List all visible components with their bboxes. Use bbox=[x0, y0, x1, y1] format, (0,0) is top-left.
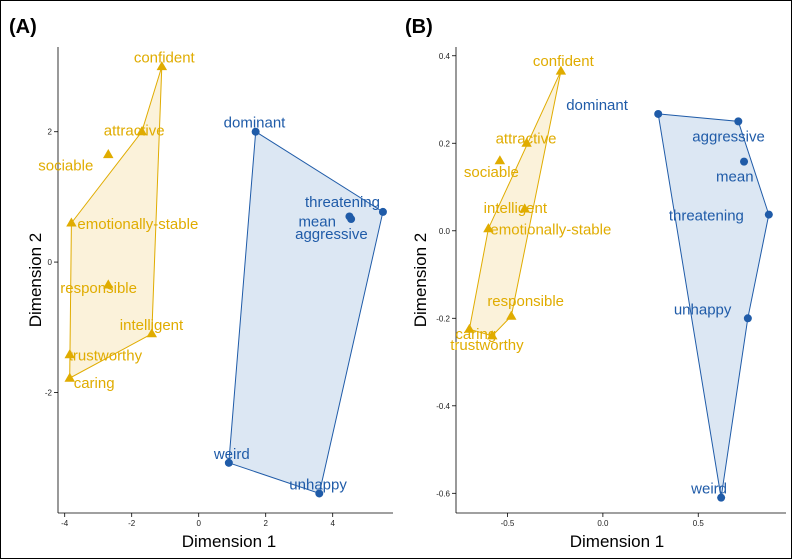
point-weird bbox=[717, 493, 726, 502]
point-label-intelligent: intelligent bbox=[120, 317, 184, 334]
point-caring bbox=[464, 323, 475, 333]
point-label-mean: mean bbox=[716, 169, 754, 186]
point-label-attractive: attractive bbox=[496, 130, 557, 147]
point-threatening bbox=[378, 207, 387, 216]
point-sociable bbox=[494, 155, 506, 165]
y-axis-title: Dimension 2 bbox=[26, 233, 45, 328]
point-confident bbox=[555, 65, 567, 75]
y-tick-label: -0.6 bbox=[436, 489, 450, 498]
point-label-weird: weird bbox=[213, 446, 250, 463]
point-aggressive bbox=[347, 215, 356, 224]
point-label-dominant: dominant bbox=[224, 115, 287, 132]
y-tick-label: 0.0 bbox=[439, 227, 451, 236]
y-tick-label: -0.2 bbox=[436, 314, 450, 323]
point-mean bbox=[740, 157, 749, 166]
point-label-sociable: sociable bbox=[464, 164, 519, 181]
hull-group-2 bbox=[657, 113, 770, 498]
point-label-trustworthy: trustworthy bbox=[450, 337, 524, 354]
y-tick-label: 0.2 bbox=[439, 139, 451, 148]
point-dominant bbox=[654, 109, 663, 118]
x-tick-label: -0.5 bbox=[501, 519, 515, 528]
x-axis-title: Dimension 1 bbox=[182, 532, 277, 551]
point-unhappy bbox=[743, 314, 752, 323]
point-aggressive bbox=[734, 117, 743, 126]
point-label-trustworthy: trustworthy bbox=[69, 348, 143, 365]
point-label-aggressive: aggressive bbox=[692, 128, 765, 145]
y-tick-label: -2 bbox=[45, 388, 53, 397]
point-label-caring: caring bbox=[455, 326, 496, 343]
point-attractive bbox=[521, 137, 532, 147]
point-emotionally-stable bbox=[66, 217, 77, 227]
point-label-emotionally-stable: emotionally-stable bbox=[490, 222, 611, 239]
hull-group-2 bbox=[228, 130, 384, 495]
point-unhappy bbox=[315, 489, 324, 498]
point-label-weird: weird bbox=[690, 481, 727, 498]
hull-group-1 bbox=[69, 66, 163, 379]
point-label-responsible: responsible bbox=[487, 293, 564, 310]
panel-label: (B) bbox=[405, 16, 433, 38]
x-tick-label: 0 bbox=[196, 519, 201, 528]
point-intelligent bbox=[519, 203, 530, 213]
point-label-confident: confident bbox=[134, 50, 196, 67]
point-label-intelligent: intelligent bbox=[484, 200, 548, 217]
point-label-unhappy: unhappy bbox=[674, 301, 732, 318]
point-label-aggressive: aggressive bbox=[295, 226, 368, 243]
panel-label: (A) bbox=[9, 16, 37, 38]
point-label-mean: mean bbox=[298, 213, 336, 230]
x-tick-label: 2 bbox=[263, 519, 268, 528]
point-trustworthy bbox=[487, 330, 498, 340]
point-label-sociable: sociable bbox=[38, 158, 93, 175]
x-tick-label: -2 bbox=[128, 519, 136, 528]
point-label-threatening: threatening bbox=[669, 208, 744, 225]
x-tick-label: -4 bbox=[61, 519, 69, 528]
point-responsible bbox=[506, 310, 517, 320]
point-intelligent bbox=[146, 328, 157, 338]
point-caring bbox=[64, 372, 75, 382]
point-responsible bbox=[103, 279, 114, 289]
panel-a: (A) -4 -2 0 2 4 -2 0 2 Dimension 1 Dimension 2 conf… bbox=[9, 16, 393, 551]
point-sociable bbox=[103, 149, 114, 159]
point-weird bbox=[224, 458, 233, 467]
x-axis-title: Dimension 1 bbox=[570, 532, 665, 551]
y-tick-label: 0.4 bbox=[439, 52, 451, 61]
point-label-caring: caring bbox=[74, 375, 115, 392]
panel-b: (B) -0.5 0.0 0.5 -0.6 -0.4 -0.2 0.0 0.2 0.4 Dimens… bbox=[405, 16, 786, 551]
point-label-threatening: threatening bbox=[305, 194, 380, 211]
y-tick-label: 0 bbox=[48, 258, 53, 267]
y-tick-label: -0.4 bbox=[436, 402, 450, 411]
point-emotionally-stable bbox=[483, 223, 494, 233]
point-confident bbox=[156, 61, 168, 71]
x-tick-label: 0.0 bbox=[597, 519, 609, 528]
point-dominant bbox=[251, 127, 260, 136]
point-label-attractive: attractive bbox=[104, 123, 165, 140]
x-tick-label: 4 bbox=[330, 519, 335, 528]
point-label-unhappy: unhappy bbox=[289, 476, 347, 493]
y-tick-label: 2 bbox=[48, 128, 53, 137]
x-tick-label: 0.5 bbox=[693, 519, 705, 528]
point-label-dominant: dominant bbox=[566, 97, 629, 114]
y-axis-title: Dimension 2 bbox=[411, 233, 430, 328]
point-label-confident: confident bbox=[533, 53, 595, 70]
point-label-emotionally-stable: emotionally-stable bbox=[77, 216, 198, 233]
hull-group-1 bbox=[468, 70, 562, 337]
point-trustworthy bbox=[64, 349, 75, 359]
point-label-responsible: responsible bbox=[60, 280, 137, 297]
point-attractive bbox=[136, 126, 147, 136]
point-threatening bbox=[764, 210, 773, 219]
